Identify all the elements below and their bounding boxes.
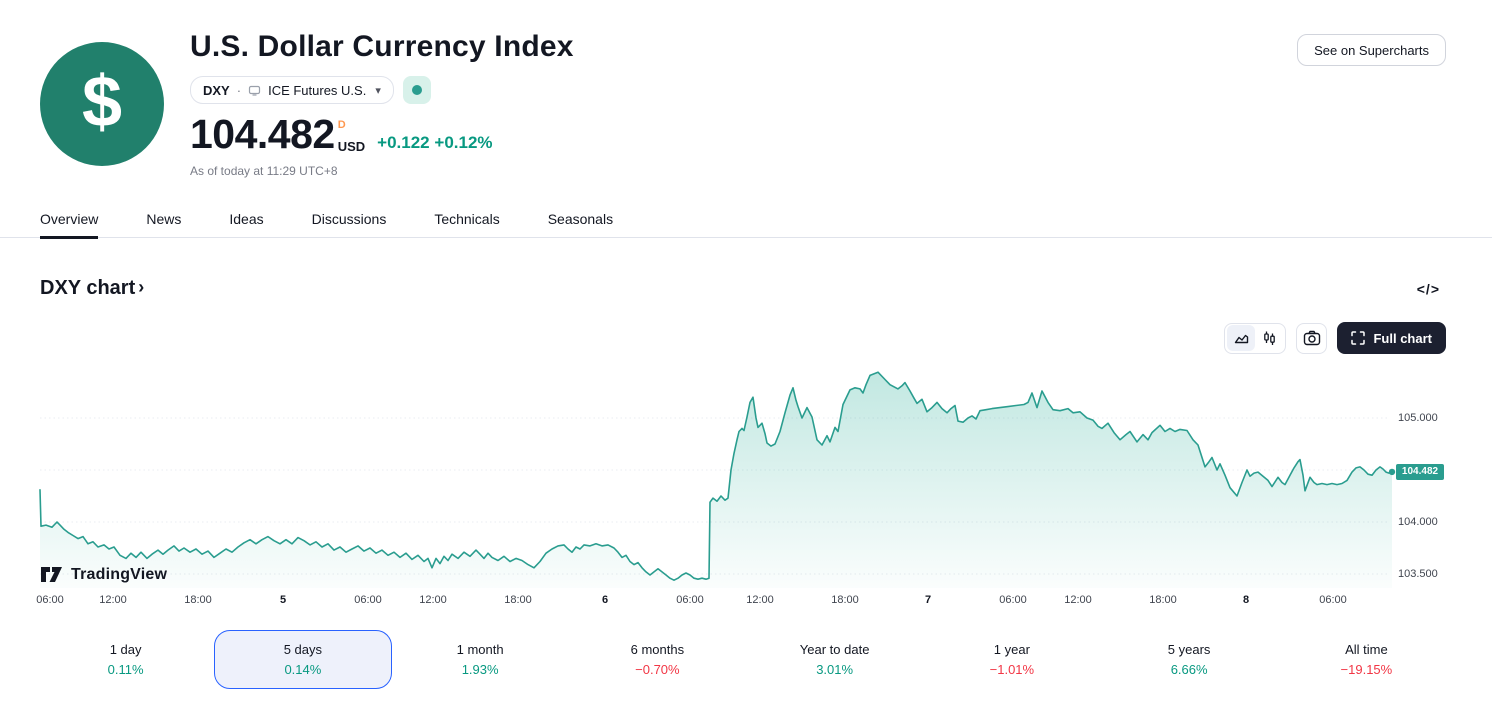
price-block: 104.482 D USD +0.122 +0.12% [190,111,493,157]
period-label: 1 year [993,642,1030,657]
period-5-days[interactable]: 5 days 0.14% [214,630,392,689]
chart-toolbar: Full chart [1224,322,1446,354]
period-change-value: 6.66% [1170,662,1208,677]
period-label: Year to date [799,642,870,657]
tab-bar: Overview News Ideas Discussions Technicals Se… [0,208,1492,239]
tab-ideas[interactable]: Ideas [229,211,264,227]
x-axis-tick: 06:00 [36,594,64,606]
x-axis-tick: 06:00 [676,594,704,606]
x-axis-tick: 18:00 [1149,594,1177,606]
tab-news[interactable]: News [146,211,182,227]
last-price-dot [1388,468,1396,476]
price-change: +0.122 +0.12% [377,133,493,153]
price-line [39,371,1393,581]
snapshot-camera-icon[interactable] [1296,322,1328,354]
period-1-month[interactable]: 1 month 1.93% [392,630,569,689]
period-change-value: 3.01% [816,662,854,677]
dollar-sign-icon: $ [81,62,123,142]
x-axis-tick: 12:00 [1064,594,1092,606]
period-label: 5 days [283,642,323,657]
exchange-name: ICE Futures U.S. [268,82,367,98]
x-axis-tick: 06:00 [999,594,1027,606]
tradingview-logo-icon [40,564,63,585]
period-change-value: 0.14% [284,662,322,677]
separator-dot: · [236,82,242,98]
tradingview-wordmark: TradingView [71,565,168,583]
symbol-logo: $ [40,42,164,166]
period-6-months[interactable]: 6 months −0.70% [569,630,746,689]
x-axis-tick: 12:00 [746,594,774,606]
chart-type-switch [1224,322,1287,354]
x-axis-tick: 18:00 [831,594,859,606]
period-all-time[interactable]: All time −19.15% [1278,630,1455,689]
chevron-down-icon: ▾ [375,84,381,97]
period-change-value: −19.15% [1340,662,1393,677]
arrow-right-icon: › [138,277,145,297]
tab-technicals[interactable]: Technicals [434,211,500,227]
page-title: U.S. Dollar Currency Index [190,30,574,63]
period-change-value: −1.01% [989,662,1035,677]
x-axis-tick: 7 [924,594,932,606]
last-price: 104.482 [190,111,335,157]
chart-section-heading[interactable]: DXY chart › [40,277,145,299]
period-year-to-date[interactable]: Year to date 3.01% [746,630,923,689]
x-axis: 06:00 12:00 18:00 5 06:00 12:00 18:00 6 06:00 12:… [0,594,1492,608]
market-open-dot-icon [411,85,422,95]
period-performance-row: 1 day 0.11% 5 days 0.14% 1 month 1.93% 6 month… [0,630,1492,690]
period-1-year[interactable]: 1 year −1.01% [923,630,1100,689]
tradingview-watermark[interactable]: TradingView [40,564,167,585]
area-chart-icon[interactable] [1227,325,1256,351]
tab-overview[interactable]: Overview [40,208,99,239]
y-axis-tick: 103.500 [1398,568,1438,580]
resolution-flag: D [337,119,346,132]
see-on-supercharts-button[interactable]: See on Supercharts [1297,34,1446,66]
exchange-icon [248,84,261,97]
x-axis-tick: 8 [1242,594,1250,606]
x-axis-tick: 6 [601,594,609,606]
fullscreen-icon [1351,331,1366,345]
symbol-selector-chip[interactable]: DXY · ICE Futures U.S. ▾ [190,76,394,104]
period-1-day[interactable]: 1 day 0.11% [37,630,214,689]
period-change-value: −0.70% [635,662,680,677]
x-axis-tick: 18:00 [184,594,212,606]
period-label: 1 month [456,642,504,657]
as-of-timestamp: As of today at 11:29 UTC+8 [190,164,338,178]
currency-label: USD [337,139,366,155]
period-label: 6 months [630,642,685,657]
last-price-axis-label: 104.482 [1396,463,1444,480]
period-label: 5 years [1167,642,1211,657]
period-5-years[interactable]: 5 years 6.66% [1101,630,1278,689]
period-change-value: 1.93% [461,662,499,677]
period-label: All time [1345,642,1388,657]
y-axis-tick: 104.000 [1398,516,1438,528]
price-chart-plot[interactable] [0,360,1492,588]
x-axis-tick: 5 [279,594,287,606]
candlestick-chart-icon[interactable] [1255,325,1283,351]
x-axis-tick: 06:00 [354,594,382,606]
area-fill [40,372,1392,588]
symbol-ticker: DXY [203,82,230,98]
embed-code-icon[interactable]: </> [1416,281,1440,297]
y-axis-tick: 105.000 [1398,412,1438,424]
period-change-value: 0.11% [107,662,144,677]
full-chart-button[interactable]: Full chart [1337,322,1446,354]
x-axis-tick: 06:00 [1319,594,1347,606]
tab-discussions[interactable]: Discussions [311,211,387,227]
x-axis-tick: 12:00 [419,594,447,606]
x-axis-tick: 18:00 [504,594,532,606]
market-status-badge[interactable] [402,76,431,104]
tab-seasonals[interactable]: Seasonals [547,211,614,227]
period-label: 1 day [109,642,142,657]
x-axis-tick: 12:00 [99,594,127,606]
